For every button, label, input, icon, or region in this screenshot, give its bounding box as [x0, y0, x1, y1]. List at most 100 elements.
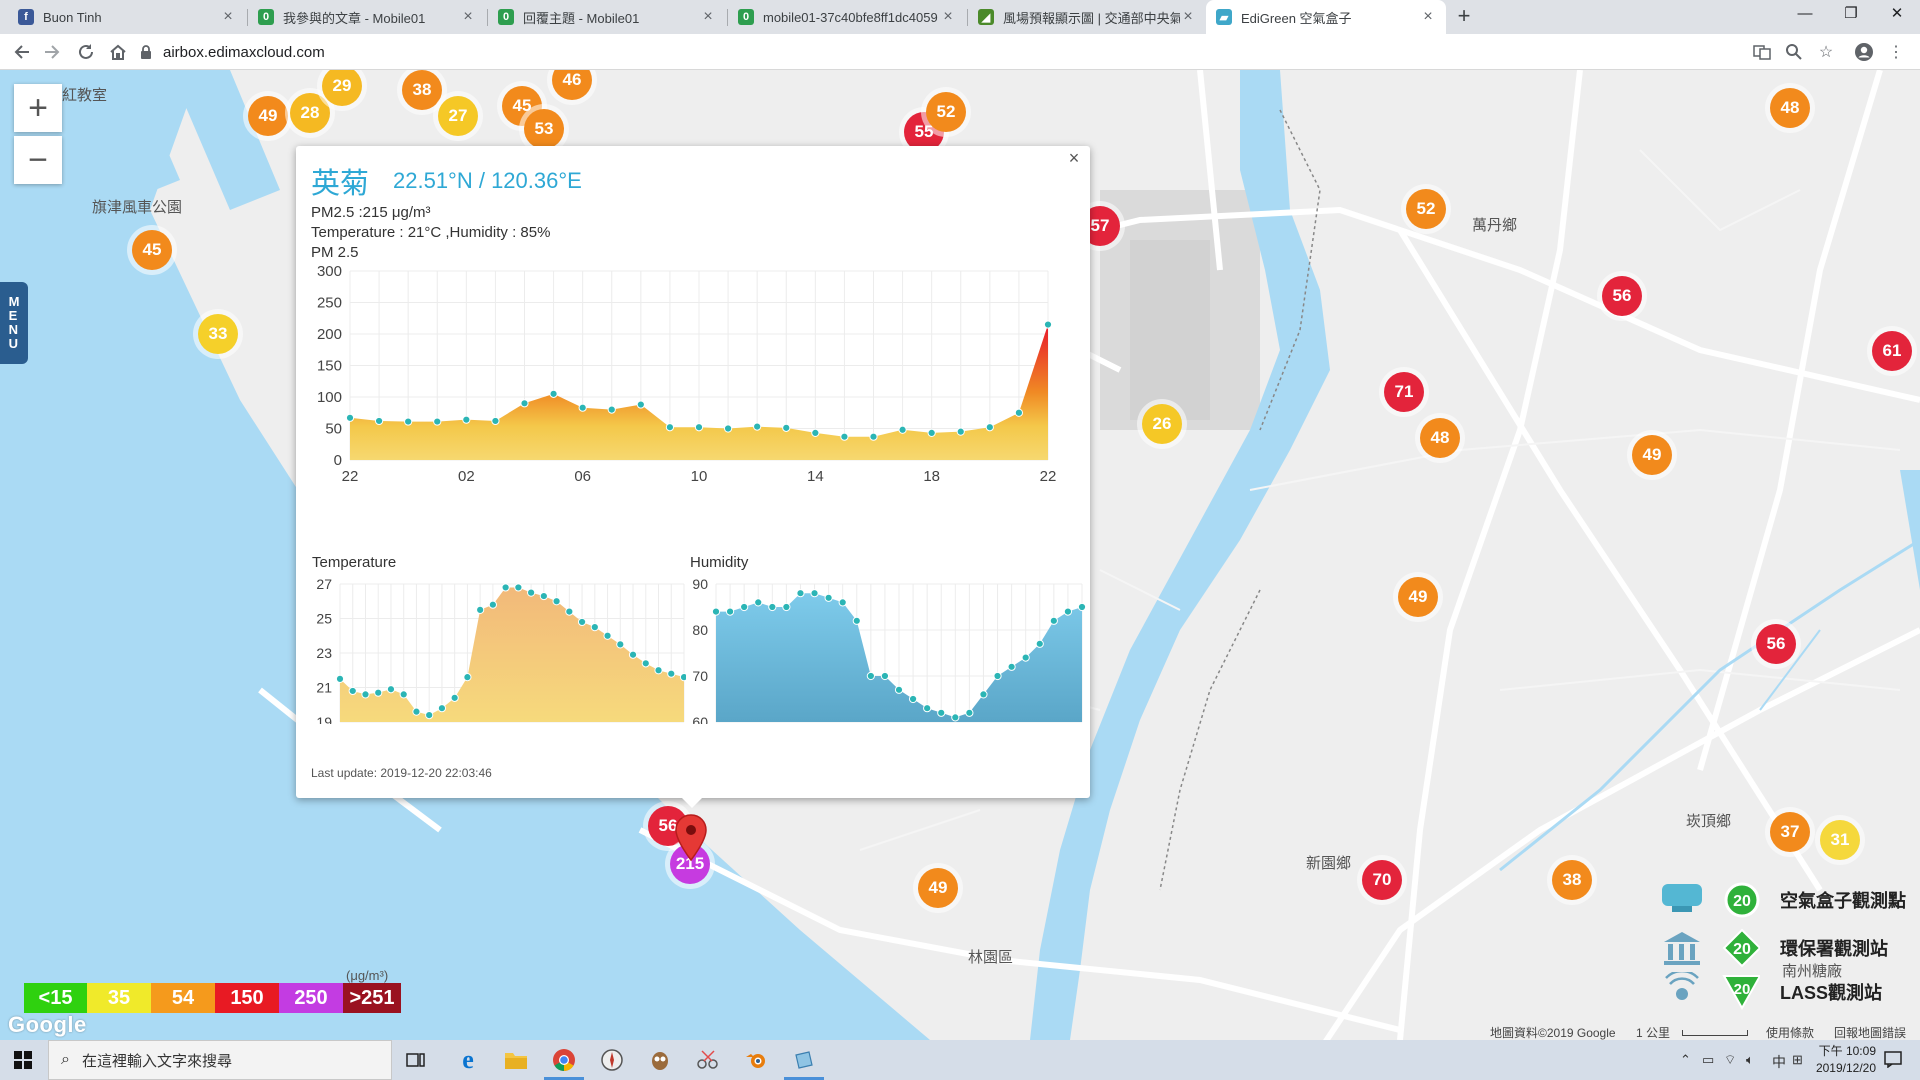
aqi-marker[interactable]: 38	[402, 70, 442, 110]
aqi-marker[interactable]: 49	[918, 868, 958, 908]
minimize-button[interactable]: —	[1797, 5, 1813, 22]
home-icon[interactable]	[104, 38, 132, 66]
windows-start-icon[interactable]	[0, 1040, 46, 1080]
app-icon-notepad[interactable]	[780, 1040, 828, 1080]
aqi-marker[interactable]: 33	[198, 314, 238, 354]
aqi-marker[interactable]: 28	[290, 93, 330, 133]
y-tick-label: 23	[316, 645, 332, 661]
aqi-marker[interactable]: 56	[1756, 624, 1796, 664]
data-point	[641, 659, 650, 668]
aqi-marker[interactable]: 49	[248, 96, 288, 136]
aqi-marker[interactable]: 53	[524, 109, 564, 149]
chrome-icon[interactable]	[540, 1040, 588, 1080]
file-explorer-icon[interactable]	[492, 1040, 540, 1080]
tab-edigreen[interactable]: ▰ EdiGreen 空氣盒子 ×	[1206, 0, 1446, 34]
ime-indicator[interactable]: 中	[1772, 1054, 1786, 1070]
aqi-marker[interactable]: 26	[1142, 404, 1182, 444]
legend-marker-value: 20	[1733, 941, 1751, 958]
edge-browser-icon[interactable]: e	[462, 1045, 474, 1074]
ime-mode-icon[interactable]: ⊞	[1792, 1052, 1803, 1067]
aqi-marker[interactable]: 45	[502, 86, 542, 126]
report-error-link[interactable]: 回報地圖錯誤	[1834, 1026, 1907, 1040]
aqi-marker[interactable]: 56	[1602, 276, 1642, 316]
app-icon-snipping[interactable]	[684, 1040, 732, 1080]
app-icon-owl[interactable]	[636, 1040, 684, 1080]
new-tab-button[interactable]: +	[1457, 3, 1471, 28]
facebook-icon: f	[18, 9, 34, 25]
reload-icon[interactable]	[72, 38, 100, 66]
aqi-marker[interactable]: 27	[438, 96, 478, 136]
zoom-in-button[interactable]: +	[14, 84, 62, 132]
location-pin-icon[interactable]	[674, 814, 708, 862]
zoom-icon[interactable]	[1782, 40, 1806, 64]
tab-mobile01-articles[interactable]: 0 我參與的文章 - Mobile01 ×	[248, 0, 486, 34]
aqi-marker[interactable]: 49	[1632, 435, 1672, 475]
task-view-icon[interactable]	[392, 1040, 440, 1080]
close-tab-icon[interactable]: ×	[703, 8, 713, 25]
data-point	[852, 616, 861, 625]
tab-mobile01-reply[interactable]: 0 回覆主題 - Mobile01 ×	[488, 0, 726, 34]
aqi-marker[interactable]: 29	[322, 70, 362, 106]
app-icon-compass[interactable]	[588, 1040, 636, 1080]
aqi-marker[interactable]: 49	[1398, 577, 1438, 617]
data-point	[711, 607, 721, 616]
close-popup-icon[interactable]: ×	[1068, 148, 1080, 168]
legend-epa-label: 環保署觀測站	[1780, 939, 1888, 959]
data-point	[725, 607, 735, 616]
notification-icon[interactable]	[1884, 1050, 1902, 1071]
data-point	[386, 685, 396, 694]
url-text: airbox.edimaxcloud.com	[163, 43, 325, 61]
translate-icon[interactable]	[1750, 40, 1774, 64]
aqi-marker[interactable]: 70	[1362, 860, 1402, 900]
close-tab-icon[interactable]: ×	[1423, 8, 1433, 25]
aqi-marker[interactable]: 38	[1552, 860, 1592, 900]
close-window-button[interactable]: ✕	[1890, 5, 1904, 22]
aqi-marker[interactable]: 61	[1872, 331, 1912, 371]
aqi-marker[interactable]: 215	[670, 844, 710, 884]
close-tab-icon[interactable]: ×	[463, 8, 473, 25]
blender-icon[interactable]	[732, 1040, 780, 1080]
aqi-marker[interactable]: 71	[1384, 372, 1424, 412]
x-tick-label: 22	[342, 468, 359, 485]
aqi-marker[interactable]: 37	[1770, 812, 1810, 852]
data-point	[607, 405, 616, 414]
aqi-marker[interactable]: 52	[1406, 189, 1446, 229]
wifi-icon[interactable]: ⌔	[1724, 1052, 1737, 1067]
back-icon[interactable]	[8, 38, 36, 66]
address-bar[interactable]: airbox.edimaxcloud.com	[140, 38, 1740, 66]
y-tick-label: 19	[316, 714, 332, 724]
tab-buon-tinh[interactable]: f Buon Tinh ×	[8, 0, 246, 34]
data-point	[590, 623, 599, 632]
aqi-marker[interactable]: 48	[1770, 88, 1810, 128]
kebab-menu-icon[interactable]: ⋮	[1888, 44, 1904, 61]
data-point	[491, 416, 500, 426]
terms-link[interactable]: 使用條款	[1766, 1026, 1815, 1040]
close-tab-icon[interactable]: ×	[1183, 8, 1193, 25]
profile-avatar-icon[interactable]	[1852, 40, 1876, 64]
tab-cwb-wind[interactable]: ◢ 風場預報顯示圖 | 交通部中央氣象 ×	[968, 0, 1206, 34]
battery-icon[interactable]: ▭	[1702, 1052, 1715, 1067]
tab-mobile01-file[interactable]: 0 mobile01-37c40bfe8ff1dc4059 ×	[728, 0, 966, 34]
aqi-marker[interactable]: 45	[132, 230, 172, 270]
system-clock[interactable]: 下午 10:09 2019/12/20	[1816, 1043, 1876, 1077]
taskbar-search-box[interactable]: ⌕ 在這裡輸入文字來搜尋	[48, 1040, 392, 1080]
data-point	[927, 428, 936, 438]
tray-chevron-icon[interactable]: ⌃	[1680, 1052, 1691, 1067]
bookmark-star-icon[interactable]: ☆	[1818, 44, 1834, 61]
volume-icon[interactable]: 🔈︎	[1746, 1052, 1754, 1067]
zoom-out-button[interactable]: −	[14, 136, 62, 184]
restore-button[interactable]: ❐	[1844, 5, 1858, 22]
mobile01-icon: 0	[498, 9, 514, 25]
close-tab-icon[interactable]: ×	[943, 8, 953, 25]
legend-marker-value: 20	[1734, 981, 1751, 998]
data-point	[723, 424, 733, 433]
close-tab-icon[interactable]: ×	[223, 8, 233, 25]
aqi-marker[interactable]: 52	[926, 92, 966, 132]
aqi-marker[interactable]: 48	[1420, 418, 1460, 458]
place-label: 南州糖廠	[1782, 963, 1843, 980]
tab-strip: f Buon Tinh × 0 我參與的文章 - Mobile01 × 0 回覆…	[0, 0, 1920, 34]
humidity-chart: 60 70 80 90	[692, 576, 1087, 724]
aqi-marker[interactable]: 31	[1820, 820, 1860, 860]
forward-icon[interactable]	[38, 38, 66, 66]
